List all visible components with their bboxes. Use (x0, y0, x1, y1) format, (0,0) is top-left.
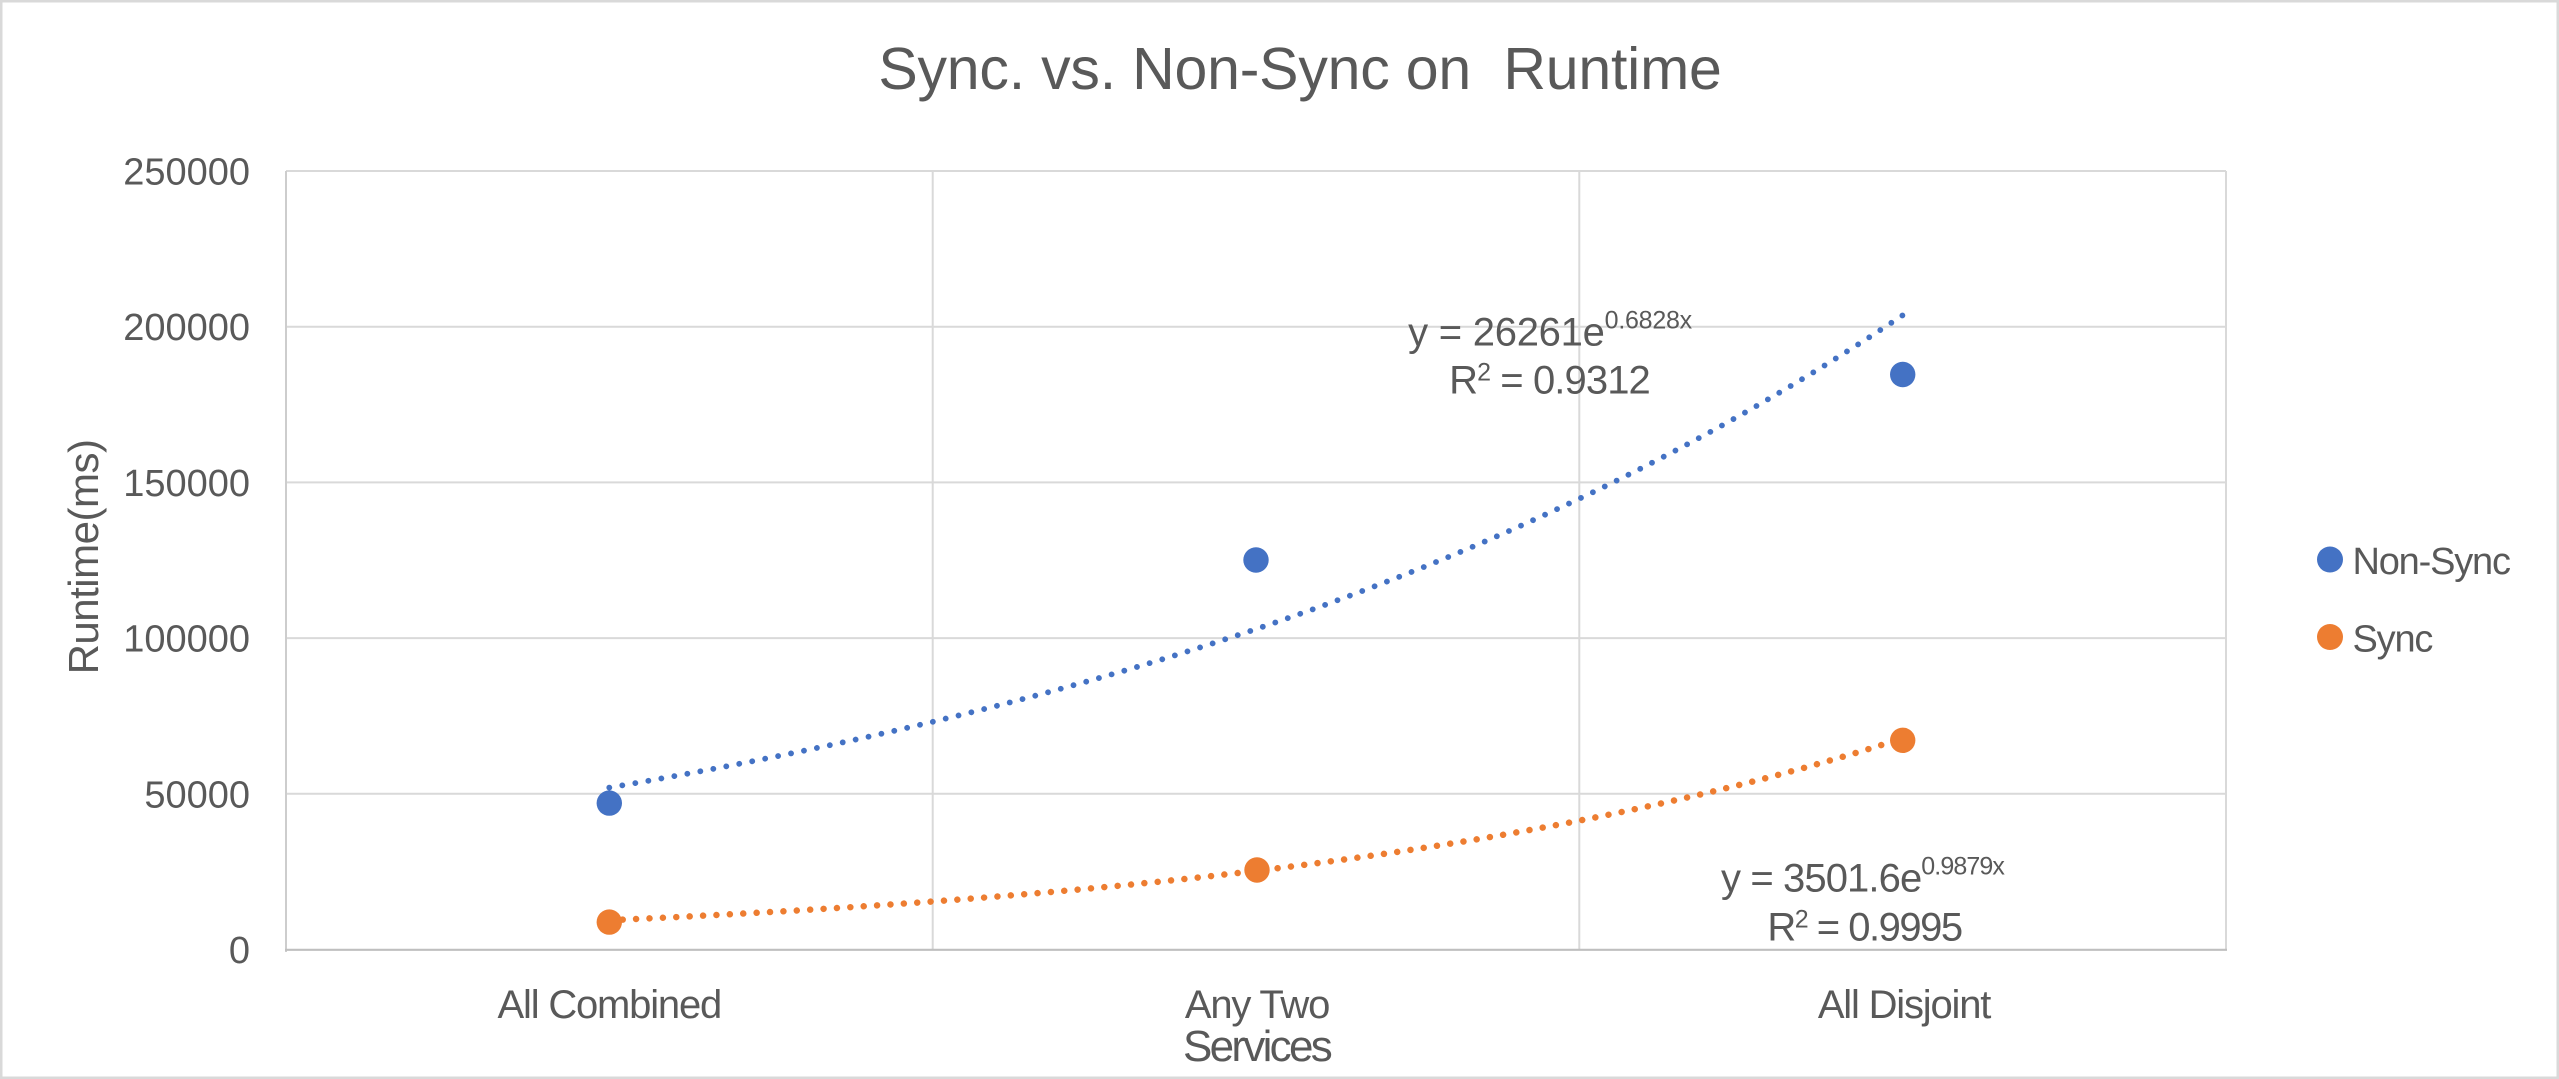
svg-text:50000: 50000 (144, 774, 250, 816)
svg-text:Runtime(ms): Runtime(ms) (60, 440, 107, 675)
svg-text:y = 26261e0.6828x: y = 26261e0.6828x (1408, 307, 1693, 355)
svg-text:y = 3501.6e0.9879x: y = 3501.6e0.9879x (1721, 853, 2005, 901)
svg-text:100000: 100000 (123, 619, 250, 661)
svg-text:R2 = 0.9995: R2 = 0.9995 (1767, 906, 1961, 950)
svg-text:150000: 150000 (123, 463, 250, 505)
svg-text:Non-Sync: Non-Sync (2353, 541, 2510, 583)
svg-text:All Disjoint: All Disjoint (1818, 983, 1991, 1027)
svg-text:Sync: Sync (2353, 619, 2433, 661)
svg-text:0: 0 (229, 930, 250, 972)
svg-text:Sync. vs. Non-Sync on Runtime: Sync. vs. Non-Sync on Runtime (878, 36, 1721, 102)
svg-text:All Combined: All Combined (498, 983, 722, 1027)
svg-text:250000: 250000 (123, 152, 250, 194)
svg-text:Services: Services (1183, 1022, 1332, 1071)
svg-text:200000: 200000 (123, 307, 250, 349)
svg-text:Any Two: Any Two (1185, 983, 1329, 1027)
